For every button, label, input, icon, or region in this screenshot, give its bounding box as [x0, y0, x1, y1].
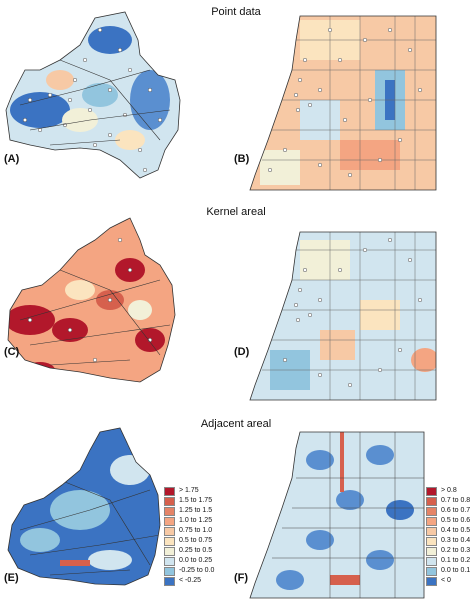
legend-left-item: 1.25 to 1.5 — [164, 506, 214, 516]
legend-left-swatch — [164, 516, 175, 526]
panel-label-c: (C) — [4, 346, 20, 358]
legend-right-item: 0.7 to 0.8 — [426, 496, 470, 506]
legend-left: > 1.75 1.5 to 1.75 1.25 to 1.5 1.0 to 1.25 0… — [164, 486, 214, 586]
legend-right: > 0.8 0.7 to 0.8 0.6 to 0.7 0.5 to 0.6 0.4 t… — [426, 486, 470, 586]
legend-right-label: < 0 — [441, 577, 451, 584]
legend-left-item: 0.0 to 0.25 — [164, 556, 214, 566]
legend-left-swatch — [164, 576, 175, 586]
legend-left-label: -0.25 to 0.0 — [179, 567, 215, 574]
panel-label-b: (B) — [234, 153, 250, 165]
legend-right-item: 0.0 to 0.1 — [426, 566, 470, 576]
panel-label-d: (D) — [234, 346, 250, 358]
legend-left-label: 0.5 to 0.75 — [179, 537, 213, 544]
legend-right-item: < 0 — [426, 576, 470, 586]
legend-left-label: 1.0 to 1.25 — [179, 517, 213, 524]
legend-left-label: < -0.25 — [179, 577, 201, 584]
legend-left-item: > 1.75 — [164, 486, 214, 496]
legend-left-label: 1.5 to 1.75 — [179, 497, 213, 504]
legend-left-label: > 1.75 — [179, 487, 199, 494]
legend-left-label: 0.25 to 0.5 — [179, 547, 213, 554]
legend-right-label: 0.2 to 0.3 — [441, 547, 471, 554]
legend-right-swatch — [426, 536, 437, 546]
legend-right-swatch — [426, 486, 437, 496]
legend-right-label: 0.0 to 0.1 — [441, 567, 471, 574]
legend-left-swatch — [164, 556, 175, 566]
legend-left-item: < -0.25 — [164, 576, 214, 586]
panel-label-f: (F) — [234, 572, 249, 584]
panel-label-e: (E) — [4, 572, 19, 584]
legend-right-item: 0.2 to 0.3 — [426, 546, 470, 556]
legend-right-item: 0.1 to 0.2 — [426, 556, 470, 566]
legend-left-label: 0.0 to 0.25 — [179, 557, 213, 564]
legend-left-item: 0.25 to 0.5 — [164, 546, 214, 556]
legend-right-item: 0.3 to 0.4 — [426, 536, 470, 546]
legend-right-item: 0.5 to 0.6 — [426, 516, 470, 526]
legend-left-swatch — [164, 506, 175, 516]
legend-left-label: 0.75 to 1.0 — [179, 527, 213, 534]
legend-right-label: 0.5 to 0.6 — [441, 517, 471, 524]
legend-left-swatch — [164, 546, 175, 556]
legend-left-swatch — [164, 566, 175, 576]
legend-left-swatch — [164, 536, 175, 546]
legend-right-swatch — [426, 506, 437, 516]
legend-right-item: > 0.8 — [426, 486, 470, 496]
legend-left-swatch — [164, 526, 175, 536]
panel-label-a: (A) — [4, 153, 20, 165]
legend-left-item: -0.25 to 0.0 — [164, 566, 214, 576]
legend-right-label: 0.3 to 0.4 — [441, 537, 471, 544]
legend-left-swatch — [164, 486, 175, 496]
title-point-data: Point data — [211, 6, 261, 18]
legend-right-swatch — [426, 566, 437, 576]
legend-right-swatch — [426, 526, 437, 536]
legend-right-label: 0.7 to 0.8 — [441, 497, 471, 504]
legend-right-swatch — [426, 556, 437, 566]
legend-left-item: 0.75 to 1.0 — [164, 526, 214, 536]
legend-left-label: 1.25 to 1.5 — [179, 507, 213, 514]
legend-right-item: 0.6 to 0.7 — [426, 506, 470, 516]
legend-right-label: 0.1 to 0.2 — [441, 557, 471, 564]
legend-right-swatch — [426, 496, 437, 506]
legend-left-item: 1.5 to 1.75 — [164, 496, 214, 506]
legend-right-swatch — [426, 546, 437, 556]
legend-right-swatch — [426, 516, 437, 526]
legend-right-item: 0.4 to 0.5 — [426, 526, 470, 536]
legend-left-swatch — [164, 496, 175, 506]
legend-right-label: 0.6 to 0.7 — [441, 507, 471, 514]
legend-left-item: 0.5 to 0.75 — [164, 536, 214, 546]
legend-left-item: 1.0 to 1.25 — [164, 516, 214, 526]
legend-right-swatch — [426, 576, 437, 586]
legend-right-label: > 0.8 — [441, 487, 457, 494]
title-kernel-areal: Kernel areal — [206, 206, 266, 218]
legend-right-label: 0.4 to 0.5 — [441, 527, 471, 534]
title-adjacent-areal: Adjacent areal — [200, 418, 272, 430]
